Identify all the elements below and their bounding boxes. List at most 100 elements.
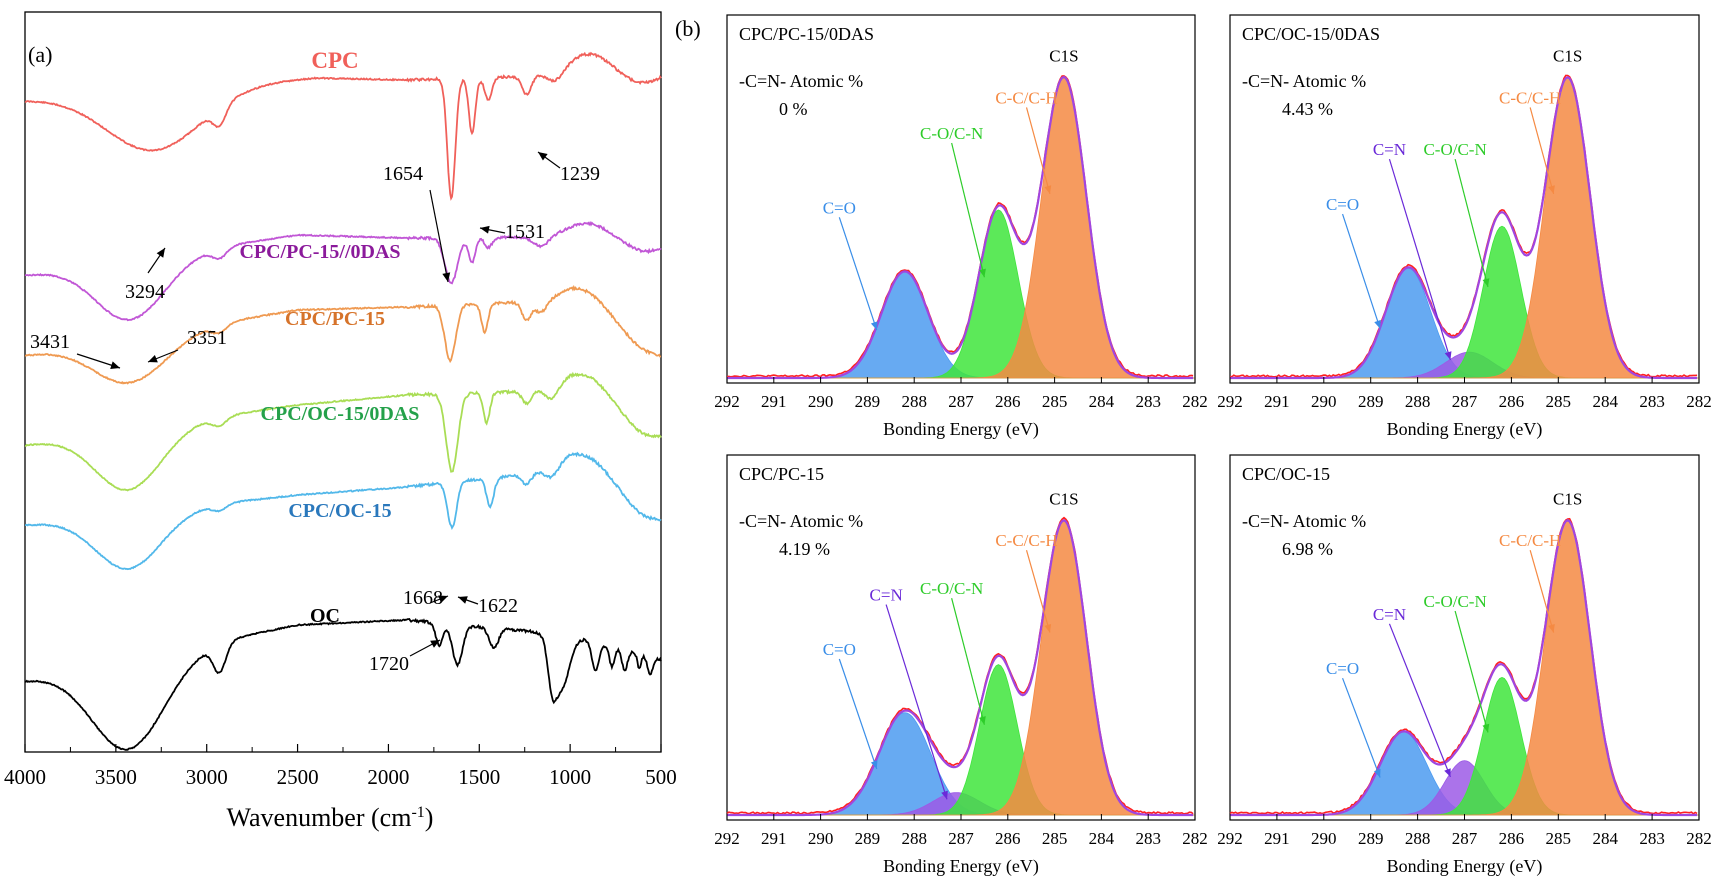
atomic-label: -C=N- Atomic % xyxy=(1242,71,1366,91)
peak-label-arrowhead xyxy=(870,760,878,769)
peak-label-arrow xyxy=(838,217,878,331)
xps-subplot: 292 291 290 289 288 287 286 285 284 283 282 Bonding… xyxy=(714,14,1208,440)
panel-a-series-labels: CPC CPC/PC-15//0DAS CPC/PC-15 CPC/OC-15/0DA… xyxy=(239,48,419,627)
annotation-arrow-head xyxy=(430,640,440,648)
peak-cc xyxy=(727,520,1195,816)
x-tick-label: 282 xyxy=(1182,392,1208,411)
peak-label-arrowhead xyxy=(1482,723,1490,733)
fitted-envelope xyxy=(1230,519,1698,817)
x-axis-label: Bonding Energy (eV) xyxy=(1387,856,1543,877)
peak-label-arrowhead xyxy=(1444,768,1451,777)
fitted-envelope xyxy=(1230,76,1698,380)
peak-label: C=O xyxy=(823,640,856,659)
peak-annotation: 1654 xyxy=(383,163,423,185)
fitted-envelope xyxy=(727,75,1194,380)
x-tick-label: 283 xyxy=(1135,829,1161,848)
atomic-label: -C=N- Atomic % xyxy=(739,511,863,531)
peak-label: C1S xyxy=(1553,46,1582,65)
x-tick-label: 500 xyxy=(645,765,677,789)
panel-b-xps: (b) 292 291 290 289 288 287 286 285 284 283 282 Bon… xyxy=(675,14,1712,877)
x-tick-label: 284 xyxy=(1089,829,1115,848)
x-tick-label: 292 xyxy=(714,829,740,848)
peak-label-arrow xyxy=(951,598,985,725)
x-tick-label: 286 xyxy=(1499,829,1525,848)
peak-label: C-C/C-H xyxy=(995,531,1057,550)
x-tick-label: 288 xyxy=(1405,829,1431,848)
peak-label: C=N xyxy=(870,586,903,605)
peak-label: C=N xyxy=(1373,140,1406,159)
series-label: OC xyxy=(310,605,340,627)
series-label: CPC xyxy=(311,48,358,73)
x-tick-label: 289 xyxy=(1358,392,1384,411)
x-tick-label: 1500 xyxy=(458,765,500,789)
peak-co xyxy=(727,209,1195,379)
peak-label-arrowhead xyxy=(1548,185,1555,194)
peak-label-arrow xyxy=(1529,550,1555,633)
raw-spectrum xyxy=(726,75,1194,378)
x-axis-label: Bonding Energy (eV) xyxy=(883,419,1039,440)
spectrum-cpc-oc-15-0das xyxy=(24,371,662,492)
peak-label: C=O xyxy=(823,198,856,217)
x-axis-label: Bonding Energy (eV) xyxy=(883,856,1039,877)
peak-label: C-C/C-H xyxy=(995,88,1057,107)
series-label: CPC/OC-15 xyxy=(288,500,391,522)
peak-annotation: 3431 xyxy=(30,331,70,353)
subplot-title: CPC/OC-15/0DAS xyxy=(1242,24,1380,44)
spectrum-oc xyxy=(25,617,662,751)
panel-a-spectra xyxy=(24,51,662,751)
x-tick-label: 284 xyxy=(1592,829,1618,848)
spectrum-cpc-pc-15-0das xyxy=(24,220,662,322)
peak-label: C=N xyxy=(1373,605,1406,624)
spectrum-cpc-oc-15 xyxy=(25,451,662,571)
x-tick-label: 282 xyxy=(1686,829,1712,848)
subplot-title: CPC/OC-15 xyxy=(1242,464,1330,484)
peak-label: C-O/C-N xyxy=(1423,592,1486,611)
peak-label: C-C/C-H xyxy=(1499,88,1561,107)
peak-label-arrow xyxy=(1341,677,1381,778)
peak-co xyxy=(727,664,1195,816)
x-tick-label: 287 xyxy=(948,829,974,848)
peak-label-arrow xyxy=(1388,623,1451,778)
x-tick-label: 285 xyxy=(1042,392,1068,411)
subplot-title: CPC/PC-15 xyxy=(739,464,824,484)
peak-label-arrowhead xyxy=(979,268,986,278)
fitted-envelope xyxy=(727,519,1194,817)
x-tick-label: 288 xyxy=(1405,392,1431,411)
x-tick-label: 2500 xyxy=(277,765,319,789)
annotation-arrow-head xyxy=(110,361,120,370)
x-tick-label: 292 xyxy=(714,392,740,411)
x-tick-label: 291 xyxy=(761,829,787,848)
panel-a-label: (a) xyxy=(28,42,52,67)
peak-label: C1S xyxy=(1049,46,1078,65)
atomic-label: -C=N- Atomic % xyxy=(1242,511,1366,531)
peak-label-arrow xyxy=(951,142,985,278)
annotation-arrow-head xyxy=(442,272,451,282)
x-tick-label: 282 xyxy=(1686,392,1712,411)
x-tick-label: 286 xyxy=(995,829,1021,848)
x-tick-label: 291 xyxy=(761,392,787,411)
x-tick-label: 282 xyxy=(1182,829,1208,848)
x-tick-label: 286 xyxy=(995,392,1021,411)
x-tick-label: 289 xyxy=(1358,829,1384,848)
peak-annotation: 1622 xyxy=(478,595,518,617)
peak-label: C=O xyxy=(1326,659,1359,678)
peak-label: C-O/C-N xyxy=(920,579,983,598)
peak-label-arrowhead xyxy=(1548,623,1555,633)
peak-label-arrowhead xyxy=(1044,185,1052,194)
x-tick-label: 287 xyxy=(1452,829,1478,848)
atomic-value: 4.19 % xyxy=(779,539,830,559)
x-tick-label: 291 xyxy=(1264,829,1290,848)
peak-label-arrowhead xyxy=(979,716,986,725)
annotation-arrow-head xyxy=(480,225,490,234)
peak-label-arrowhead xyxy=(1373,768,1381,778)
spectrum-cpc-pc-15 xyxy=(24,284,662,385)
x-tick-label: 283 xyxy=(1639,829,1665,848)
x-tick-label: 290 xyxy=(1311,392,1337,411)
x-tick-label: 284 xyxy=(1089,392,1115,411)
peak-label-arrow xyxy=(1529,107,1555,195)
peak-label-arrow xyxy=(885,604,948,800)
panel-b-label: (b) xyxy=(675,16,701,41)
panel-b-subplots: 292 291 290 289 288 287 286 285 284 283 282 Bonding… xyxy=(714,14,1712,877)
x-tick-label: 292 xyxy=(1217,392,1243,411)
